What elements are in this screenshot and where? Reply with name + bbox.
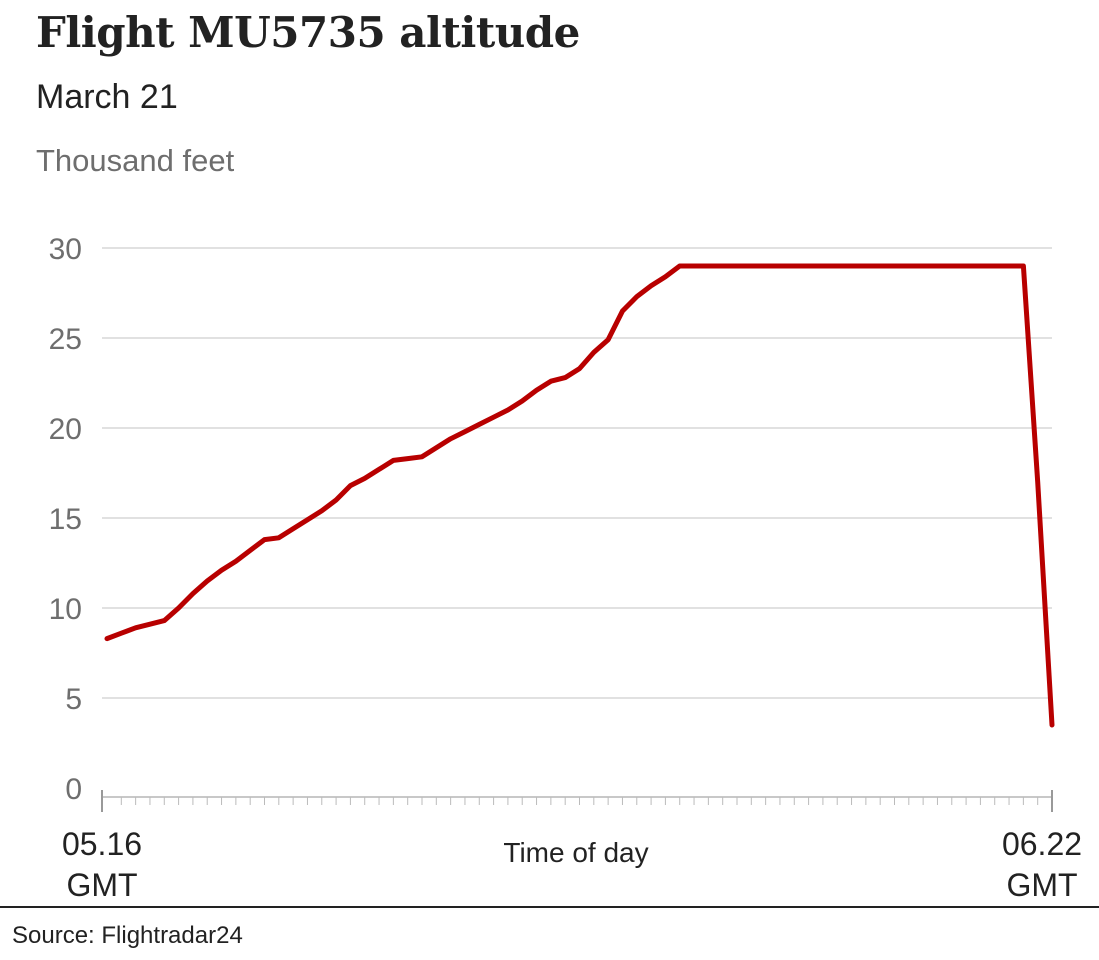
x-end-label-time: 06.22 (1002, 826, 1082, 862)
x-end-label-zone: GMT (1006, 867, 1077, 900)
source-note: Source: Flightradar24 (12, 922, 243, 949)
y-tick-label-5: 5 (65, 683, 82, 716)
x-axis-minor-ticks (120, 797, 1039, 805)
chart-subtitle: March 21 (36, 78, 178, 116)
y-tick-label-0: 0 (65, 773, 82, 806)
altitude-chart: 0 5 10 15 20 25 30 05.16 GMT 06.22 GMT Time of… (49, 233, 1082, 900)
x-axis-title: Time of day (503, 837, 648, 868)
x-axis: 05.16 GMT 06.22 GMT Time of day (62, 790, 1082, 900)
y-tick-label-30: 30 (49, 233, 82, 266)
y-tick-label-15: 15 (49, 503, 82, 536)
y-tick-label-20: 20 (49, 413, 82, 446)
x-start-label-time: 05.16 (62, 826, 142, 862)
y-tick-label-25: 25 (49, 323, 82, 356)
y-axis-unit-label: Thousand feet (36, 143, 235, 178)
altitude-series-line (104, 263, 1055, 728)
gridlines (102, 247, 1052, 699)
y-axis-ticks: 0 5 10 15 20 25 30 (49, 233, 82, 806)
y-tick-label-10: 10 (49, 593, 82, 626)
chart-title: Flight MU5735 altitude (36, 8, 580, 57)
source-divider (0, 906, 1099, 908)
x-start-label-zone: GMT (66, 867, 137, 900)
